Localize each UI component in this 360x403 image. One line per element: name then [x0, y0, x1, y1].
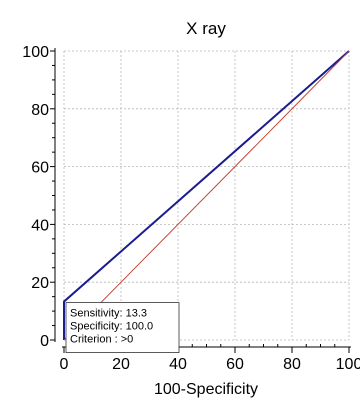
y-tick-label-40: 40 [31, 217, 49, 234]
reference-diagonal-line [64, 51, 349, 340]
tooltip-line-1: Sensitivity: 13.3 [70, 308, 147, 320]
chart-title: X ray [186, 19, 226, 38]
x-tick-label-60: 60 [226, 356, 244, 373]
tooltip-line-2: Specificity: 100.0 [70, 321, 153, 333]
tooltip-line-3: Criterion : >0 [70, 334, 133, 346]
x-tick-label-20: 20 [112, 356, 130, 373]
axes [55, 48, 351, 347]
x-tick-label-0: 0 [60, 356, 69, 373]
x-tick-label-40: 40 [169, 356, 187, 373]
y-tick-label-60: 60 [31, 160, 49, 177]
series-group [64, 51, 349, 340]
x-axis-label: 100-Specificity [154, 381, 258, 398]
y-tick-label-0: 0 [40, 333, 49, 350]
y-tick-label-100: 100 [22, 44, 49, 61]
x-tick-label-80: 80 [283, 356, 301, 373]
x-tick-label-100: 100 [336, 356, 360, 373]
y-tick-label-20: 20 [31, 275, 49, 292]
y-tick-label-80: 80 [31, 102, 49, 119]
